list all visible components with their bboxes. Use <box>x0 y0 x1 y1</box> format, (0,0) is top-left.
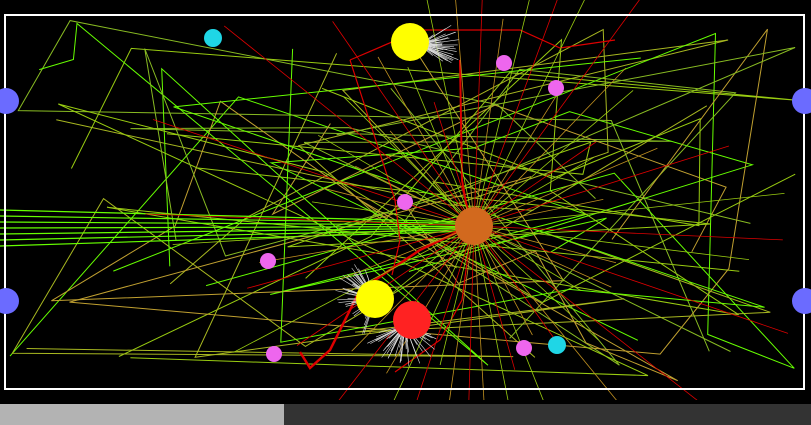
trail-line <box>271 104 727 253</box>
ray-line <box>473 145 730 227</box>
ray-line <box>377 56 475 227</box>
pink-ball-2 <box>548 80 564 96</box>
trail-line <box>0 221 471 226</box>
ray-line <box>473 225 599 341</box>
trail-line <box>17 20 710 352</box>
ray-line <box>473 225 533 336</box>
ray-line <box>259 225 475 263</box>
ray-line <box>407 66 475 227</box>
ray-line <box>332 21 475 227</box>
ray-line <box>473 225 516 370</box>
left-goal-bottom <box>0 288 19 314</box>
ray-burst <box>145 0 789 400</box>
trail-line <box>194 53 771 358</box>
right-goal-bottom <box>792 288 811 314</box>
ray-line <box>247 225 475 289</box>
ray-line <box>473 225 617 400</box>
trail-line <box>58 103 796 377</box>
ray-line <box>473 0 483 227</box>
ray-line <box>473 18 504 227</box>
ray-line <box>473 225 789 334</box>
pink-ball-3 <box>397 194 413 210</box>
ray-line <box>393 225 475 400</box>
progress-bar <box>0 404 811 425</box>
ray-line <box>473 225 560 346</box>
trail-line <box>0 227 471 235</box>
trail-line <box>106 38 740 316</box>
red-ball <box>393 301 431 339</box>
right-goal-top <box>792 88 811 114</box>
trail-line <box>39 22 489 366</box>
trail-line <box>144 47 796 257</box>
progress-bar-fill <box>0 404 284 425</box>
ray-line <box>473 0 530 227</box>
ray-line <box>473 225 750 260</box>
trail-line <box>113 32 795 369</box>
cyan-ball-top-left <box>204 29 222 47</box>
red-trail <box>349 59 401 276</box>
ray-line <box>172 225 475 245</box>
yellow-ball-bottom <box>356 280 394 318</box>
ray-line <box>473 199 604 227</box>
ray-line <box>473 90 634 227</box>
ray-line <box>473 225 612 288</box>
ray-line <box>351 225 475 352</box>
ray-line <box>473 225 509 400</box>
red-trail <box>298 224 471 370</box>
pink-ball-5 <box>266 346 282 362</box>
trail-line <box>69 28 768 355</box>
trail-line <box>0 215 471 225</box>
ray-line <box>145 213 475 227</box>
ray-line <box>468 225 475 400</box>
ray-line <box>473 225 485 400</box>
yellow-ball-top <box>391 23 429 61</box>
trail-line <box>51 31 565 302</box>
trail-line <box>0 230 471 247</box>
cyan-ball-bottom-right <box>548 336 566 354</box>
ray-line <box>473 156 595 227</box>
trail-line <box>269 111 755 341</box>
ray-line <box>343 96 475 227</box>
ray-line <box>449 225 475 400</box>
ray-line <box>473 225 783 241</box>
ray-line <box>473 147 658 227</box>
arena-border <box>4 14 805 390</box>
ray-line <box>416 225 475 400</box>
trail-line <box>355 197 678 382</box>
left-goal-top <box>0 88 19 114</box>
ray-line <box>473 67 627 227</box>
ray-line <box>317 134 475 227</box>
ray-line <box>455 0 475 227</box>
ray-line <box>152 119 475 227</box>
ray-line <box>439 225 475 366</box>
ray-line <box>426 0 475 227</box>
ray-line <box>473 0 585 227</box>
ray-line <box>233 225 475 353</box>
ray-line <box>473 0 640 227</box>
ray-line <box>339 225 475 280</box>
ray-line <box>473 225 617 264</box>
trail-line <box>0 209 471 223</box>
ray-line <box>355 165 475 227</box>
trail-line <box>173 48 765 343</box>
ray-line <box>473 225 698 400</box>
ray-line <box>323 187 475 227</box>
ray-line <box>389 130 475 227</box>
trail-line <box>70 47 798 357</box>
ray-line <box>386 225 475 374</box>
ray-line <box>223 25 475 227</box>
ray-line <box>433 101 475 227</box>
game-arena[interactable] <box>0 0 811 400</box>
ray-line <box>473 141 597 227</box>
ray-line <box>311 201 475 227</box>
pink-ball-6 <box>516 340 532 356</box>
orange-ball <box>455 207 493 245</box>
ray-line <box>473 225 582 291</box>
pink-ball-4 <box>260 253 276 269</box>
ray-line <box>473 0 558 227</box>
ray-line <box>473 91 560 227</box>
ray-line <box>473 193 785 227</box>
pink-ball-1 <box>496 55 512 71</box>
trail-line <box>0 225 471 229</box>
